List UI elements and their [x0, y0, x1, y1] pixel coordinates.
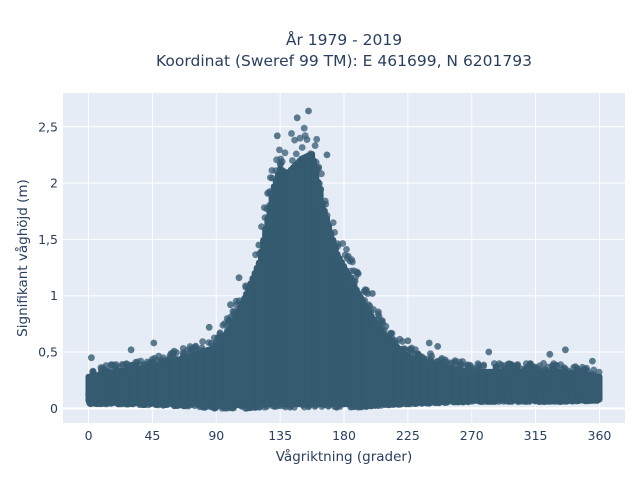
data-point	[375, 308, 382, 316]
data-point	[485, 348, 493, 356]
x-tick-label: 180	[332, 428, 356, 443]
data-points	[85, 107, 603, 412]
x-tick-label: 45	[144, 428, 160, 443]
x-tick-label: 135	[268, 428, 292, 443]
data-point	[546, 350, 554, 358]
chart-title-line2: Koordinat (Sweref 99 TM): E 461699, N 62…	[156, 52, 532, 70]
y-tick-label: 0,5	[38, 345, 58, 360]
data-point	[296, 134, 304, 142]
data-point	[596, 373, 603, 401]
x-tick-label: 270	[460, 428, 484, 443]
data-point	[447, 359, 455, 367]
data-point	[289, 157, 296, 164]
y-tick-label: 1,5	[38, 232, 58, 247]
data-point	[311, 142, 319, 150]
y-tick-label: 1	[50, 288, 58, 303]
data-point	[143, 358, 151, 366]
data-point	[497, 361, 505, 369]
y-tick-label: 0	[50, 401, 58, 416]
data-point	[288, 130, 295, 137]
data-point	[151, 354, 159, 362]
data-point	[572, 363, 579, 370]
data-point	[344, 252, 352, 260]
data-point	[589, 357, 596, 365]
data-point	[362, 288, 370, 296]
data-point	[428, 352, 436, 360]
data-point	[354, 270, 362, 278]
data-point	[232, 297, 240, 305]
data-point	[150, 339, 158, 347]
x-tick-label: 225	[396, 428, 420, 443]
data-point	[318, 170, 325, 178]
data-point	[399, 338, 406, 345]
data-point	[112, 361, 120, 368]
x-tick-label: 90	[208, 428, 224, 443]
x-tick-label: 360	[588, 428, 612, 443]
data-point	[118, 361, 126, 368]
data-point	[466, 361, 474, 369]
chart-title-line1: År 1979 - 2019	[286, 30, 402, 49]
data-point	[273, 132, 281, 140]
data-point	[255, 241, 263, 249]
data-point	[349, 258, 356, 266]
data-point	[457, 361, 465, 369]
data-point	[127, 346, 135, 354]
data-point	[480, 361, 488, 369]
data-point	[369, 290, 376, 297]
data-point	[552, 361, 560, 369]
data-point	[235, 274, 243, 282]
data-point	[298, 144, 306, 151]
data-point	[434, 343, 442, 350]
y-tick-label: 2,5	[38, 119, 58, 134]
data-point	[313, 135, 321, 143]
data-point	[425, 339, 433, 347]
x-tick-label: 315	[524, 428, 548, 443]
data-point	[305, 107, 312, 115]
data-point	[522, 360, 530, 367]
data-point	[562, 346, 569, 354]
data-point	[301, 132, 309, 140]
x-axis-title: Vågriktning (grader)	[276, 448, 413, 465]
data-point	[159, 354, 167, 362]
data-point	[292, 150, 300, 158]
data-point	[513, 362, 521, 369]
data-point	[276, 146, 283, 154]
data-point	[404, 337, 412, 345]
data-point	[276, 160, 284, 168]
data-point	[438, 355, 446, 362]
data-point	[281, 149, 289, 157]
data-point	[583, 364, 590, 372]
y-tick-label: 2	[50, 176, 58, 191]
data-point	[227, 301, 234, 309]
data-point	[300, 124, 308, 132]
data-point	[199, 338, 207, 345]
x-tick-label: 0	[85, 428, 93, 443]
data-point	[291, 136, 298, 144]
y-axis-title: Signifikant våghöjd (m)	[14, 179, 31, 337]
data-point	[505, 360, 513, 368]
tick-labels: 0 45 90 135 180 225 270 315 360 0 0,5 1 1,5 2 2,5	[38, 119, 611, 443]
data-point	[268, 167, 276, 174]
data-point	[343, 246, 350, 253]
data-point	[221, 320, 229, 328]
data-point	[408, 348, 415, 356]
data-point	[107, 361, 115, 368]
data-point	[323, 151, 331, 159]
data-point	[88, 354, 95, 362]
data-point	[293, 114, 301, 122]
data-point	[205, 323, 213, 331]
